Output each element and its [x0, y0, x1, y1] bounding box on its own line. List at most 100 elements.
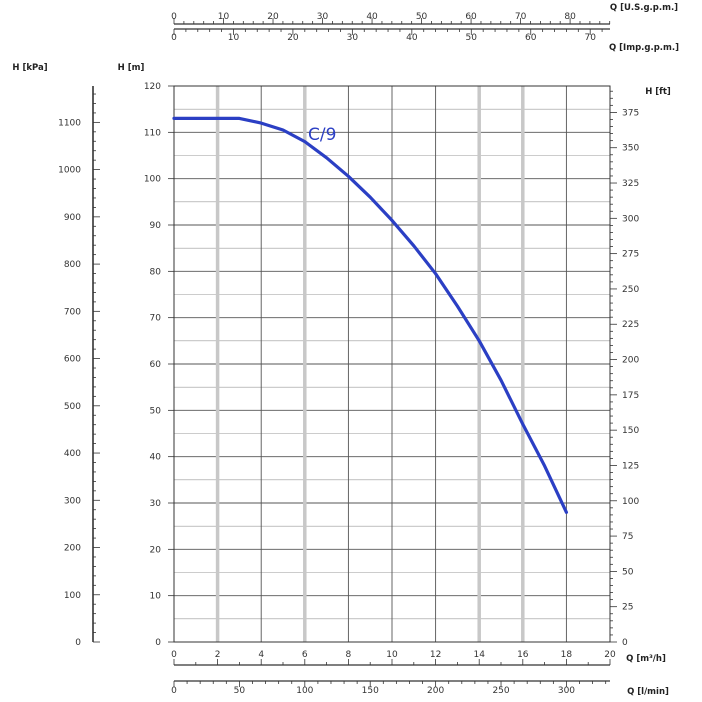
x-axis-title-impgpm: Q [Imp.g.p.m.]	[609, 43, 679, 53]
data-point	[347, 175, 350, 178]
y-tick-label-m: 110	[144, 128, 161, 138]
ft-axis-title: H [ft]	[645, 87, 671, 97]
x-axis-title-usgpm: Q [U.S.g.p.m.]	[610, 3, 678, 13]
x-tick-label-lmin: 300	[558, 686, 575, 696]
x-tick-label-usgpm: 50	[416, 12, 428, 22]
kpa-tick-label: 700	[64, 307, 81, 317]
kpa-tick-label: 500	[64, 402, 81, 412]
x-tick-label-m3h: 6	[302, 650, 308, 660]
x-tick-label-usgpm: 0	[171, 12, 177, 22]
data-point	[260, 121, 263, 125]
x-tick-label-usgpm: 70	[515, 12, 527, 22]
x-tick-label-impgpm: 30	[347, 33, 359, 43]
x-tick-label-m3h: 16	[517, 650, 529, 660]
y-tick-label-m: 120	[144, 82, 161, 92]
y-tick-label-m: 30	[150, 499, 162, 509]
kpa-tick-label: 300	[64, 496, 81, 506]
x-tick-label-m3h: 4	[258, 650, 264, 660]
data-point	[521, 423, 524, 426]
data-point	[565, 511, 568, 514]
kpa-tick-label: 400	[64, 449, 81, 459]
ft-tick-label: 225	[622, 320, 639, 330]
data-point	[434, 272, 437, 275]
kpa-tick-label: 0	[75, 638, 81, 648]
data-point	[303, 140, 306, 143]
x-tick-label-impgpm: 20	[287, 33, 299, 43]
x-tick-label-impgpm: 50	[466, 33, 478, 43]
x-tick-label-usgpm: 30	[317, 12, 329, 22]
data-point	[499, 379, 503, 382]
y-tick-label-m: 60	[150, 360, 162, 370]
y-tick-label-m: 40	[150, 453, 162, 463]
y-tick-label-m: 20	[150, 545, 162, 555]
x-tick-label-usgpm: 60	[465, 12, 477, 22]
x-axis-title-lmin: Q [l/min]	[627, 687, 669, 697]
y-tick-label-m: 90	[150, 221, 162, 231]
data-point	[216, 117, 219, 120]
y-tick-label-m: 10	[150, 592, 162, 602]
ft-tick-label: 350	[622, 144, 639, 154]
data-point	[172, 117, 176, 120]
x-tick-label-lmin: 150	[362, 686, 379, 696]
ft-tick-label: 275	[622, 250, 639, 260]
ft-tick-label: 200	[622, 356, 639, 366]
y-tick-label-m: 50	[150, 406, 162, 416]
ft-tick-label: 375	[622, 108, 639, 118]
ft-tick-label: 300	[622, 214, 639, 224]
x-tick-label-m3h: 2	[215, 650, 221, 660]
data-point	[281, 128, 285, 132]
data-point	[390, 219, 394, 222]
ft-tick-label: 0	[622, 638, 628, 648]
ft-tick-label: 175	[622, 391, 639, 401]
ft-tick-label: 100	[622, 497, 639, 507]
data-point	[194, 117, 197, 120]
kpa-tick-label: 900	[64, 213, 81, 223]
x-tick-label-impgpm: 60	[525, 33, 537, 43]
kpa-tick-label: 1100	[58, 118, 81, 128]
ft-tick-label: 50	[622, 567, 634, 577]
kpa-axis-title: H [kPa]	[12, 63, 47, 73]
data-point	[478, 339, 481, 343]
x-tick-label-usgpm: 10	[218, 12, 230, 22]
kpa-tick-label: 200	[64, 544, 81, 554]
x-tick-label-lmin: 200	[427, 686, 444, 696]
x-tick-label-m3h: 8	[346, 650, 352, 660]
data-point	[369, 196, 372, 199]
data-point	[238, 117, 241, 120]
x-tick-label-impgpm: 0	[171, 33, 177, 43]
x-tick-label-lmin: 50	[234, 686, 246, 696]
x-axis-title-m3h: Q [m³/h]	[626, 654, 666, 664]
x-tick-label-m3h: 20	[604, 650, 616, 660]
x-tick-label-usgpm: 40	[366, 12, 378, 22]
series	[172, 116, 569, 514]
x-tick-label-impgpm: 70	[584, 33, 596, 43]
data-point	[543, 464, 546, 468]
x-tick-label-lmin: 250	[492, 686, 509, 696]
data-point	[325, 156, 328, 160]
ft-tick-label: 250	[622, 285, 639, 295]
data-point	[412, 244, 415, 248]
kpa-tick-label: 1000	[58, 166, 81, 176]
ft-tick-label: 325	[622, 179, 639, 189]
curve-label: C/9	[308, 125, 336, 145]
kpa-tick-label: 600	[64, 355, 81, 365]
ft-tick-label: 25	[622, 603, 633, 613]
ft-tick-label: 75	[622, 532, 633, 542]
ft-tick-label: 125	[622, 461, 639, 471]
kpa-tick-label: 100	[64, 591, 81, 601]
x-tick-label-m3h: 12	[430, 650, 441, 660]
x-tick-label-usgpm: 20	[267, 12, 279, 22]
x-tick-label-m3h: 10	[386, 650, 398, 660]
x-tick-label-m3h: 18	[561, 650, 573, 660]
y-tick-label-m: 70	[150, 314, 162, 324]
x-tick-label-lmin: 0	[171, 686, 177, 696]
x-tick-label-lmin: 100	[296, 686, 313, 696]
y-tick-label-m: 100	[144, 175, 161, 185]
x-tick-label-impgpm: 40	[406, 33, 418, 43]
x-tick-label-m3h: 0	[171, 650, 177, 660]
grid	[173, 85, 611, 643]
y-tick-label-m: 80	[150, 267, 162, 277]
y-tick-label-m: 0	[155, 638, 161, 648]
